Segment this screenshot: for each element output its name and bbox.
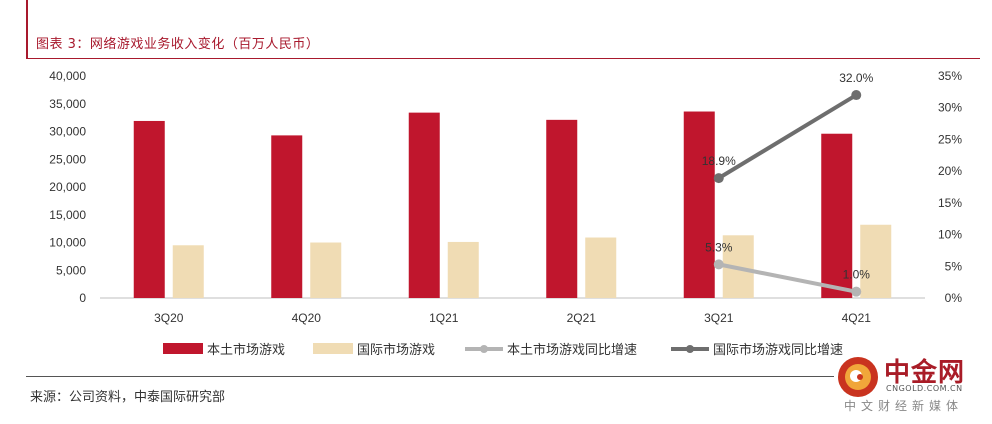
x-tick-label: 3Q21	[704, 311, 734, 325]
watermark-tagline: 中文财经新媒体	[844, 399, 964, 413]
point-domestic-growth	[713, 259, 724, 270]
bar-international	[172, 245, 204, 298]
x-tick-label: 2Q21	[567, 311, 597, 325]
y-right-tick-label: 35%	[938, 69, 962, 83]
bar-international	[585, 237, 617, 298]
legend-label: 国际市场游戏同比增速	[713, 342, 843, 357]
data-label: 1.0%	[843, 268, 871, 282]
watermark-name: 中金网	[884, 358, 966, 388]
line-international-growth	[716, 93, 859, 181]
footer-divider	[26, 376, 834, 377]
x-tick-label: 4Q20	[292, 311, 322, 325]
point-domestic-growth	[851, 286, 862, 297]
y-right-tick-label: 10%	[938, 228, 962, 242]
x-tick-label: 4Q21	[842, 311, 872, 325]
y-left-tick-label: 30,000	[49, 125, 86, 139]
legend-label: 国际市场游戏	[357, 342, 435, 357]
legend-marker	[686, 345, 694, 353]
source-note: 来源：公司资料，中泰国际研究部	[30, 390, 226, 405]
legend-marker	[480, 345, 488, 353]
data-label: 18.9%	[702, 154, 736, 168]
y-left-tick-label: 15,000	[49, 208, 86, 222]
bar-domestic	[271, 135, 303, 298]
bar-domestic	[133, 120, 165, 298]
y-left-tick-label: 5,000	[56, 263, 86, 277]
bar-international	[860, 224, 892, 298]
watermark-logo-icon	[838, 357, 878, 397]
y-right-tick-label: 20%	[938, 164, 962, 178]
y-right-tick-label: 5%	[945, 259, 963, 273]
chart-header: 图表 3：网络游戏业务收入变化（百万人民币）	[26, 0, 980, 59]
y-left-tick-label: 35,000	[49, 97, 86, 111]
data-label: 5.3%	[705, 240, 733, 254]
x-tick-label: 1Q21	[429, 311, 459, 325]
chart-title: 图表 3：网络游戏业务收入变化（百万人民币）	[36, 37, 320, 52]
bar-domestic	[546, 119, 578, 298]
x-tick-label: 3Q20	[154, 311, 184, 325]
legend-swatch	[163, 343, 203, 354]
y-left-tick-label: 25,000	[49, 152, 86, 166]
chart: 0 5,000 10,000 15,000 20,000 25,000 30,000 35,0…	[49, 69, 963, 357]
watermark-url: CNGOLD.COM.CN	[886, 384, 963, 393]
y-right-tick-label: 25%	[938, 132, 962, 146]
legend-swatch	[313, 343, 353, 354]
data-label: 32.0%	[839, 71, 873, 85]
legend-label: 本土市场游戏同比增速	[507, 342, 637, 357]
bar-domestic	[408, 112, 440, 298]
bar-domestic	[821, 133, 853, 298]
y-right-tick-label: 30%	[938, 101, 962, 115]
bar-international	[310, 242, 342, 298]
y-left-tick-label: 20,000	[49, 180, 86, 194]
y-left-tick-label: 0	[79, 291, 86, 305]
point-international-growth	[713, 173, 724, 184]
bar-domestic	[683, 111, 715, 298]
y-right-tick-label: 0%	[945, 291, 963, 305]
y-left-tick-label: 40,000	[49, 69, 86, 83]
bar-international	[447, 241, 479, 298]
y-right-tick-label: 15%	[938, 196, 962, 210]
point-international-growth	[851, 90, 862, 101]
legend-label: 本土市场游戏	[207, 342, 285, 357]
line-domestic-growth	[716, 262, 859, 294]
y-left-tick-label: 10,000	[49, 236, 86, 250]
